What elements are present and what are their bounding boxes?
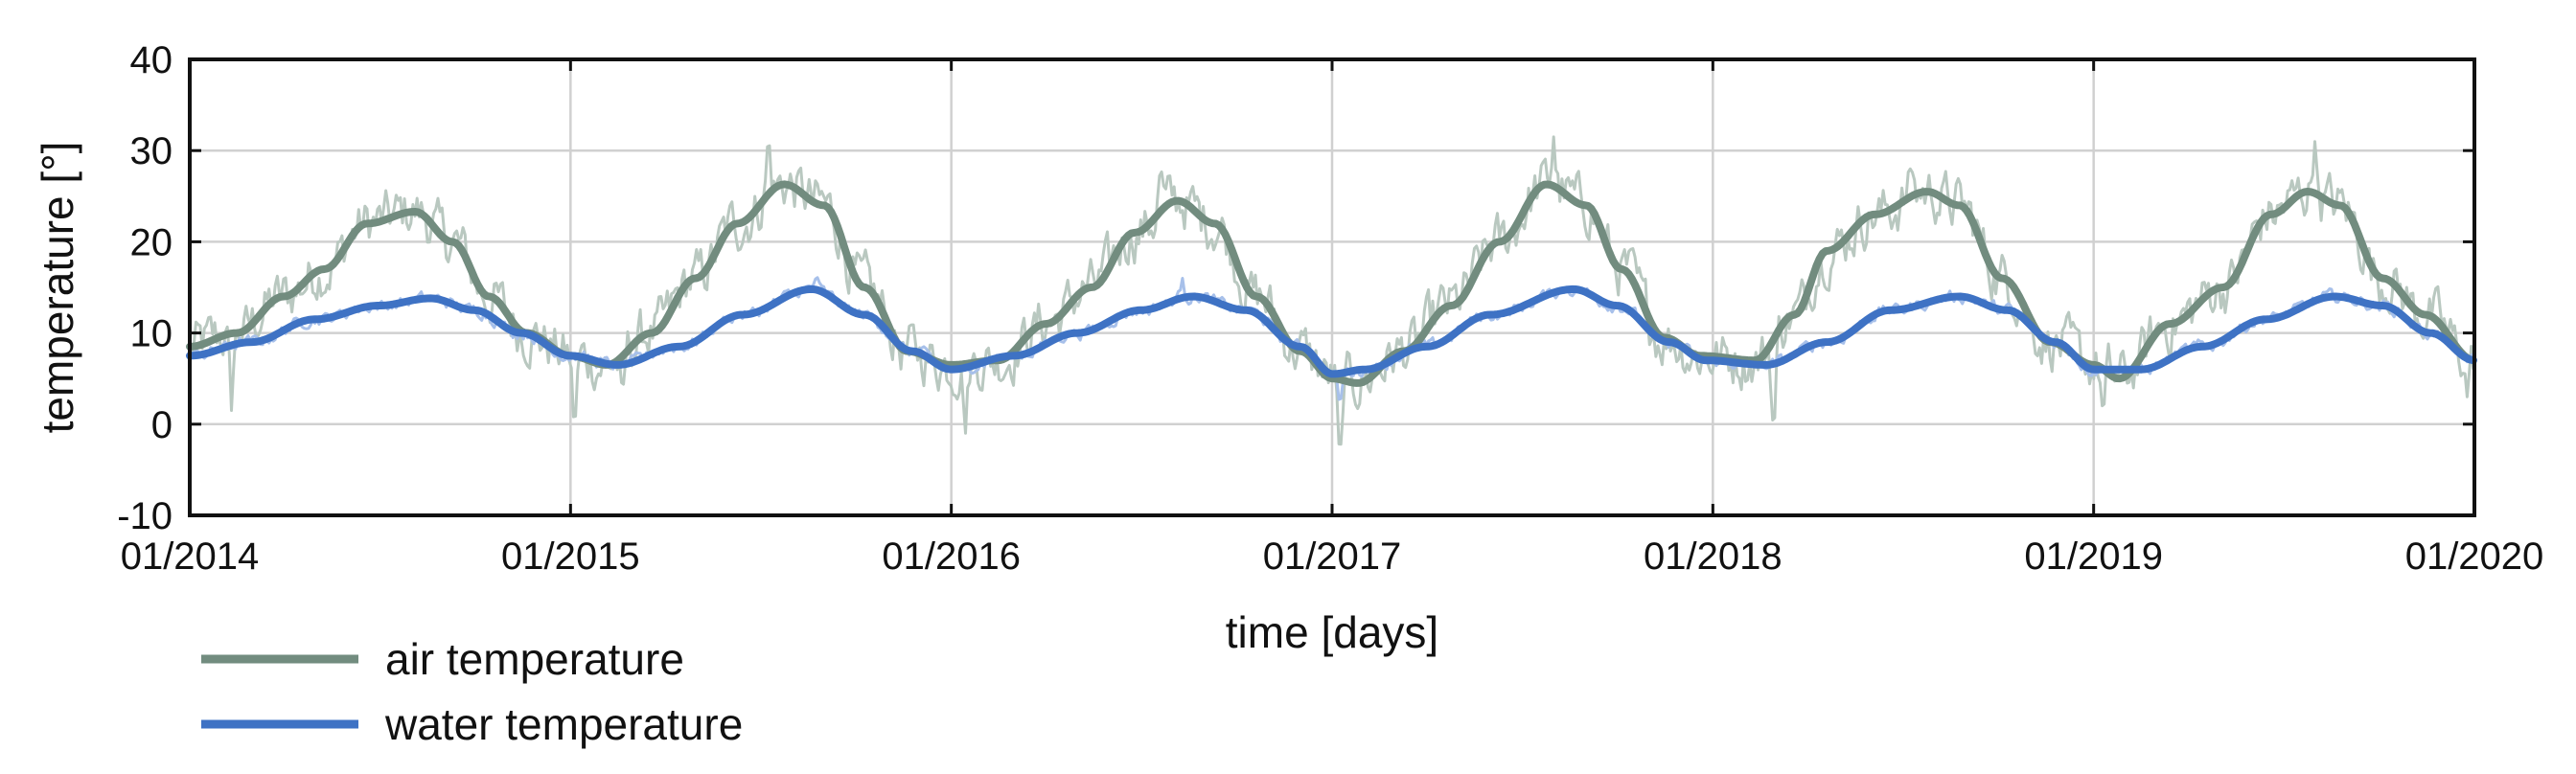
x-axis-title: time [days] xyxy=(1226,607,1438,657)
axis-ticks xyxy=(188,57,2476,517)
y-axis-title: temperature [°] xyxy=(33,142,82,434)
y-tick-label: -10 xyxy=(117,495,172,537)
legend-label-water: water temperature xyxy=(384,699,743,749)
x-tick-label: 01/2018 xyxy=(1644,535,1782,578)
y-tick-label: 30 xyxy=(130,130,173,172)
x-tick-label: 01/2016 xyxy=(882,535,1021,578)
x-tick-label: 01/2019 xyxy=(2024,535,2163,578)
x-tick-label: 01/2017 xyxy=(1263,535,1402,578)
water-temperature-line xyxy=(186,285,2477,378)
legend-label-air: air temperature xyxy=(385,634,684,684)
x-tick-label: 01/2014 xyxy=(121,535,260,578)
y-tick-label: 40 xyxy=(130,39,173,81)
x-tick-label: 01/2015 xyxy=(501,535,640,578)
x-tick-label: 01/2020 xyxy=(2405,535,2544,578)
y-tick-label: 20 xyxy=(130,221,173,263)
tick-labels: 01/2014 01/2015 01/2016 01/2017 01/2018 01/20… xyxy=(117,39,2543,578)
y-tick-label: 0 xyxy=(151,404,172,446)
y-tick-label: 10 xyxy=(130,313,173,355)
smoothed-series-lines xyxy=(186,180,2477,387)
grid-lines xyxy=(190,59,2474,515)
legend: air temperature water temperature xyxy=(201,634,743,749)
